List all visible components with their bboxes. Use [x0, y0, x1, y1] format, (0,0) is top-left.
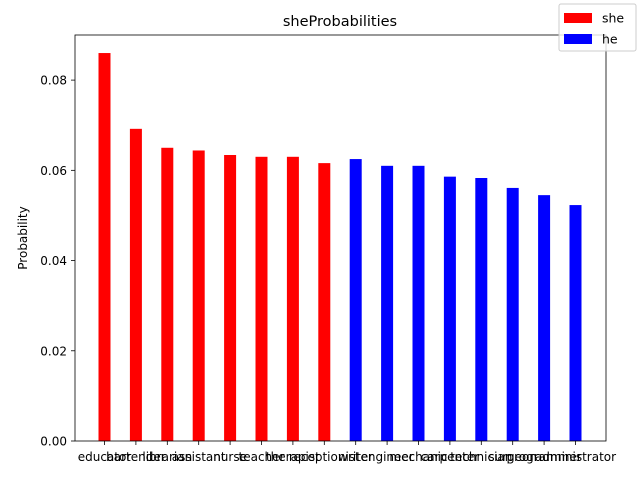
bar-writer — [349, 159, 362, 441]
chart-title: sheProbabilities — [283, 14, 397, 30]
bar-receptionist — [318, 163, 331, 441]
x-tick-label: technician — [450, 450, 512, 464]
x-tick-label: mechanic — [389, 450, 447, 464]
bar-carpenter — [443, 176, 456, 441]
x-tick-label: surgeon — [488, 450, 537, 464]
y-tick-label: 0.02 — [40, 344, 67, 358]
y-tick-label: 0.04 — [40, 254, 67, 268]
x-tick-label: carpenter — [421, 450, 480, 464]
legend-swatch-he — [564, 34, 592, 44]
x-tick-label: receptionist — [289, 450, 360, 464]
plot-area: educatorbartenderlibrarianassistantnurse… — [40, 34, 616, 464]
bar-therapist — [286, 156, 299, 442]
axes-frame — [74, 34, 607, 442]
x-tick-label: assistant — [172, 450, 226, 464]
x-tick-label: writer — [338, 450, 373, 464]
bar-nurse — [224, 155, 237, 441]
y-axis-label: Probability — [16, 206, 30, 269]
x-tick-label: programmer — [506, 450, 581, 464]
x-tick-label: administrator — [535, 450, 616, 464]
bar-engineer — [381, 165, 394, 441]
bar-teacher — [255, 156, 268, 442]
x-tick-label: therapist — [266, 450, 320, 464]
x-tick-label: librarian — [142, 450, 192, 464]
y-tick-label: 0.06 — [40, 164, 67, 178]
y-tick-label: 0.00 — [40, 435, 67, 449]
bar-bartender — [129, 128, 142, 441]
y-tick-label: 0.08 — [40, 74, 67, 88]
legend: she he — [558, 3, 637, 52]
bar-educator — [98, 53, 111, 441]
x-tick-label: educator — [78, 450, 132, 464]
legend-label-he: he — [602, 32, 618, 47]
x-tick-label: teacher — [239, 450, 285, 464]
bar-technician — [475, 178, 488, 441]
bar-librarian — [161, 147, 174, 441]
bar-mechanic — [412, 165, 425, 441]
bar-administrator — [569, 205, 582, 441]
bar-surgeon — [506, 187, 519, 441]
x-tick-label: bartender — [106, 450, 166, 464]
x-tick-label: nurse — [213, 450, 247, 464]
bar-assistant — [192, 150, 205, 442]
legend-swatch-she — [564, 13, 592, 23]
bar-programmer — [538, 195, 551, 441]
x-tick-label: engineer — [360, 450, 413, 464]
legend-label-she: she — [602, 11, 624, 26]
